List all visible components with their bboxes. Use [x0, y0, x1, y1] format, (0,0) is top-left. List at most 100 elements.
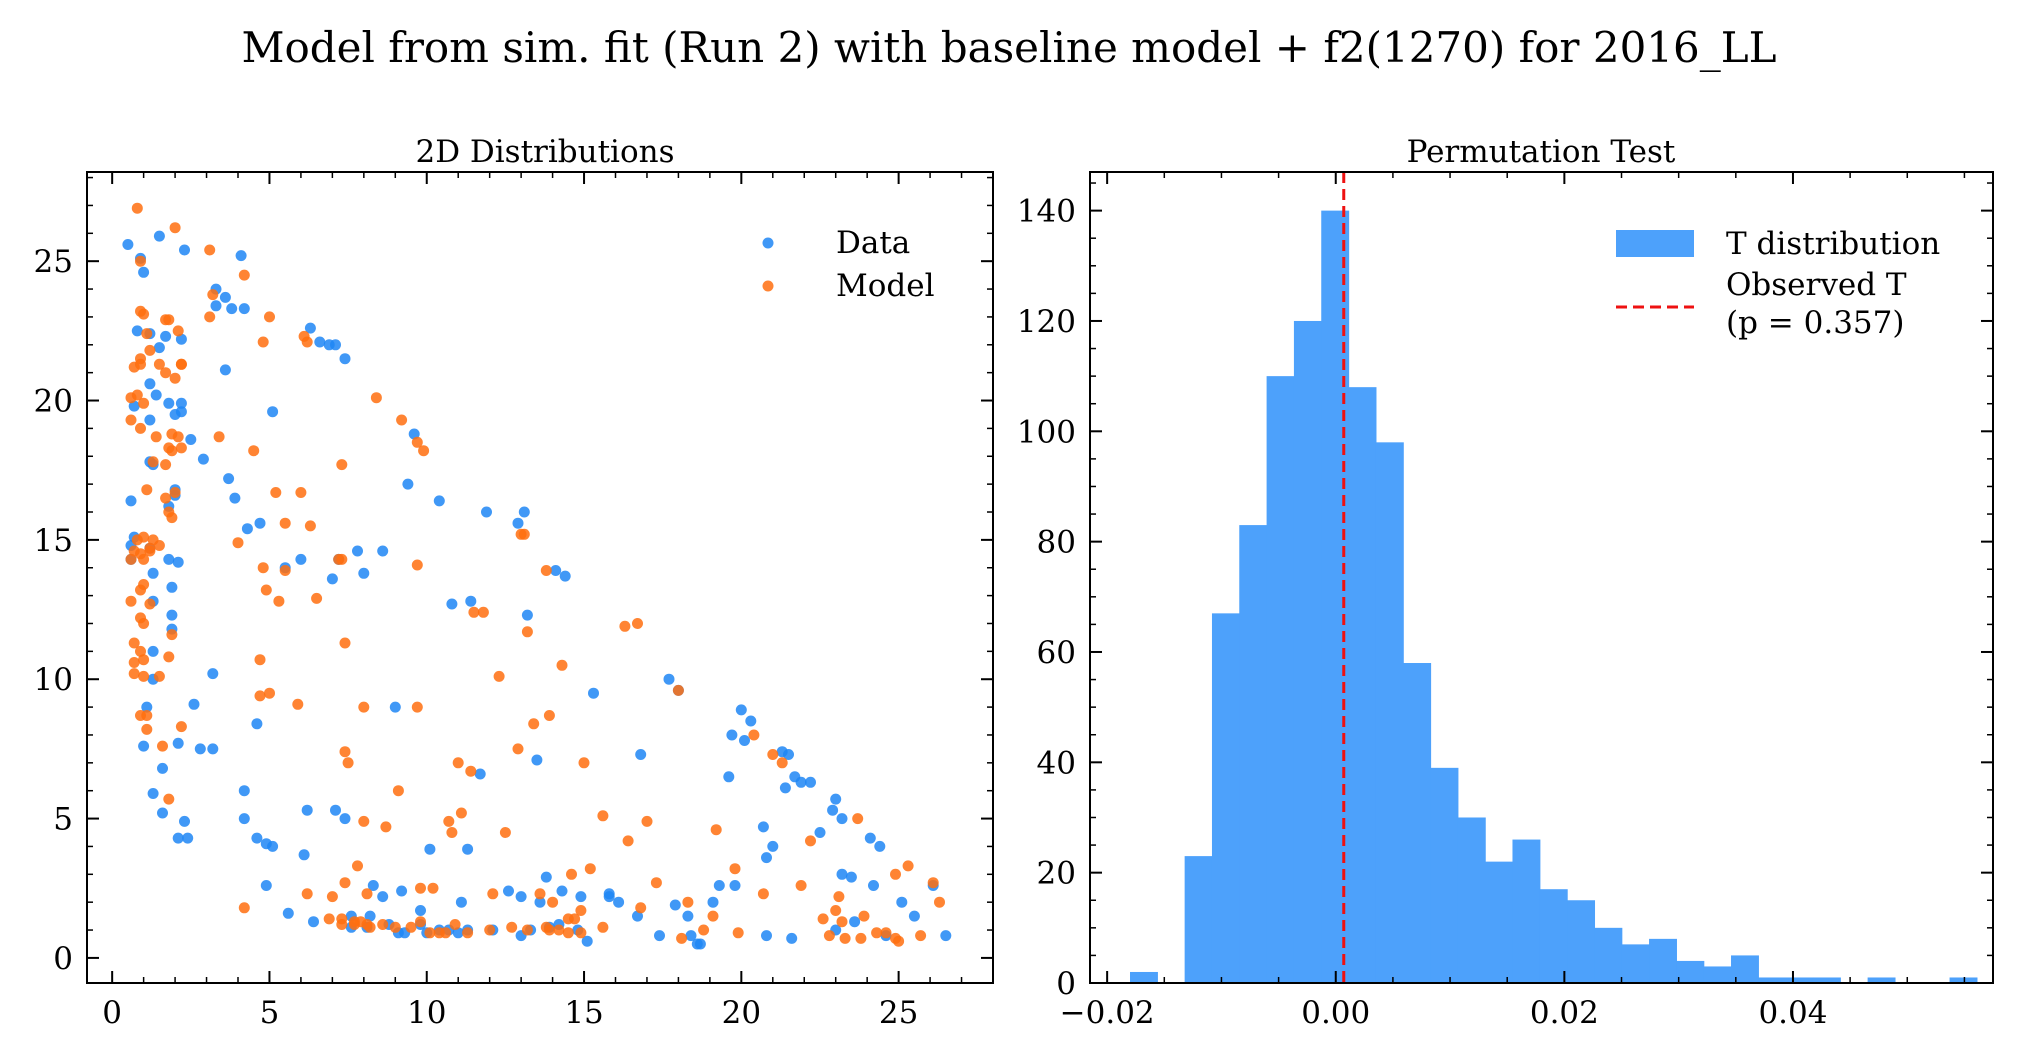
scatter-point-data: [295, 553, 307, 565]
scatter-point-model: [732, 927, 744, 939]
scatter-plot-area: [122, 202, 952, 950]
scatter-point-model: [871, 927, 883, 939]
scatter-point-model: [452, 757, 464, 769]
scatter-point-model: [248, 445, 260, 457]
scatter-point-data: [805, 776, 816, 788]
scatter-point-model: [748, 729, 760, 741]
scatter-point-model: [707, 910, 719, 922]
scatter-point-data: [172, 832, 184, 844]
scatter-point-model: [411, 559, 423, 571]
scatter-point-data: [172, 737, 184, 749]
scatter-point-data: [408, 428, 420, 440]
scatter-point-model: [540, 565, 552, 576]
scatter-point-data: [396, 885, 408, 897]
scatter-point-model: [499, 827, 511, 838]
scatter-point-model: [817, 913, 829, 925]
scatter-point-data: [531, 754, 543, 766]
scatter-point-data: [144, 414, 156, 426]
scatter-point-data: [795, 776, 807, 788]
scatter-point-model: [487, 888, 499, 900]
scatter-point-data: [940, 930, 952, 942]
scatter-point-data: [481, 506, 492, 518]
scatter-point-model: [855, 932, 867, 944]
scatter-point-data: [147, 788, 159, 799]
scatter-point-data: [761, 930, 772, 942]
scatter-point-model: [619, 620, 631, 632]
scatter-point-data: [238, 303, 250, 315]
scatter-point-data: [138, 266, 150, 278]
scatter-point-model: [204, 311, 216, 323]
scatter-point-model: [597, 810, 609, 822]
scatter-point-data: [141, 701, 153, 713]
scatter-point-model: [213, 431, 225, 443]
scatter-point-model: [301, 336, 313, 348]
scatter-point-data: [194, 743, 206, 755]
scatter-point-data: [745, 715, 757, 727]
scatter-point-data: [518, 506, 530, 518]
scatter-point-model: [257, 336, 269, 348]
scatter-point-model: [166, 629, 178, 641]
scatter-point-data: [179, 815, 190, 827]
scatter-point-data: [550, 565, 562, 576]
scatter-point-data: [238, 785, 250, 797]
scatter-point-data: [814, 827, 826, 838]
scatter-point-data: [613, 896, 625, 908]
scatter-point-model: [153, 670, 165, 682]
scatter-point-data: [163, 397, 175, 409]
scatter-point-data: [219, 291, 231, 303]
histogram-bar: [1293, 320, 1322, 984]
scatter-point-data: [632, 910, 643, 922]
scatter-point-model: [163, 314, 175, 326]
scatter-point-model: [833, 891, 845, 903]
scatter-point-data: [455, 896, 467, 908]
scatter-point-data: [179, 244, 190, 256]
scatter-point-model: [138, 553, 150, 565]
scatter-point-data: [226, 303, 238, 315]
scatter-point-model: [147, 456, 159, 468]
scatter-point-model: [160, 459, 172, 471]
scatter-point-data: [433, 495, 445, 507]
scatter-title: 2D Distributions: [415, 134, 674, 170]
scatter-ytick-label: 20: [34, 384, 73, 420]
legend-label-t-distribution: T distribution: [1726, 226, 1940, 262]
scatter-point-model: [128, 668, 140, 680]
scatter-point-data: [267, 840, 279, 852]
scatter-point-model: [934, 896, 945, 908]
scatter-point-model: [597, 921, 609, 933]
scatter-point-data: [160, 330, 172, 342]
histogram-bar: [1567, 900, 1596, 983]
scatter-point-data: [254, 517, 266, 529]
scatter-point-data: [157, 807, 168, 819]
scatter-point-data: [166, 581, 178, 593]
scatter-point-model: [141, 723, 153, 735]
scatter-point-data: [415, 905, 426, 916]
histogram-bar: [1539, 889, 1568, 983]
histogram-bar: [1485, 861, 1514, 983]
legend-marker-model: [762, 280, 774, 292]
scatter-point-data: [197, 453, 209, 465]
scatter-point-model: [710, 824, 722, 836]
scatter-point-model: [128, 657, 140, 668]
scatter-point-data: [235, 250, 247, 262]
scatter-point-model: [823, 930, 835, 942]
scatter-point-model: [160, 367, 172, 379]
scatter-point-model: [377, 919, 389, 930]
scatter-point-data: [512, 517, 524, 529]
scatter-point-model: [292, 698, 304, 710]
scatter-point-model: [138, 579, 150, 590]
scatter-point-model: [254, 690, 266, 702]
scatter-point-model: [396, 414, 408, 426]
scatter-point-data: [182, 832, 194, 844]
scatter-point-model: [358, 701, 370, 713]
scatter-point-model: [484, 924, 496, 936]
scatter-point-model: [153, 540, 165, 551]
scatter-point-model: [342, 757, 354, 769]
scatter-point-data: [207, 743, 219, 755]
scatter-point-model: [927, 877, 939, 889]
scatter-point-model: [528, 718, 540, 730]
scatter-point-model: [672, 684, 684, 696]
scatter-point-model: [336, 919, 348, 930]
scatter-point-data: [723, 771, 735, 783]
scatter-point-data: [849, 916, 861, 928]
